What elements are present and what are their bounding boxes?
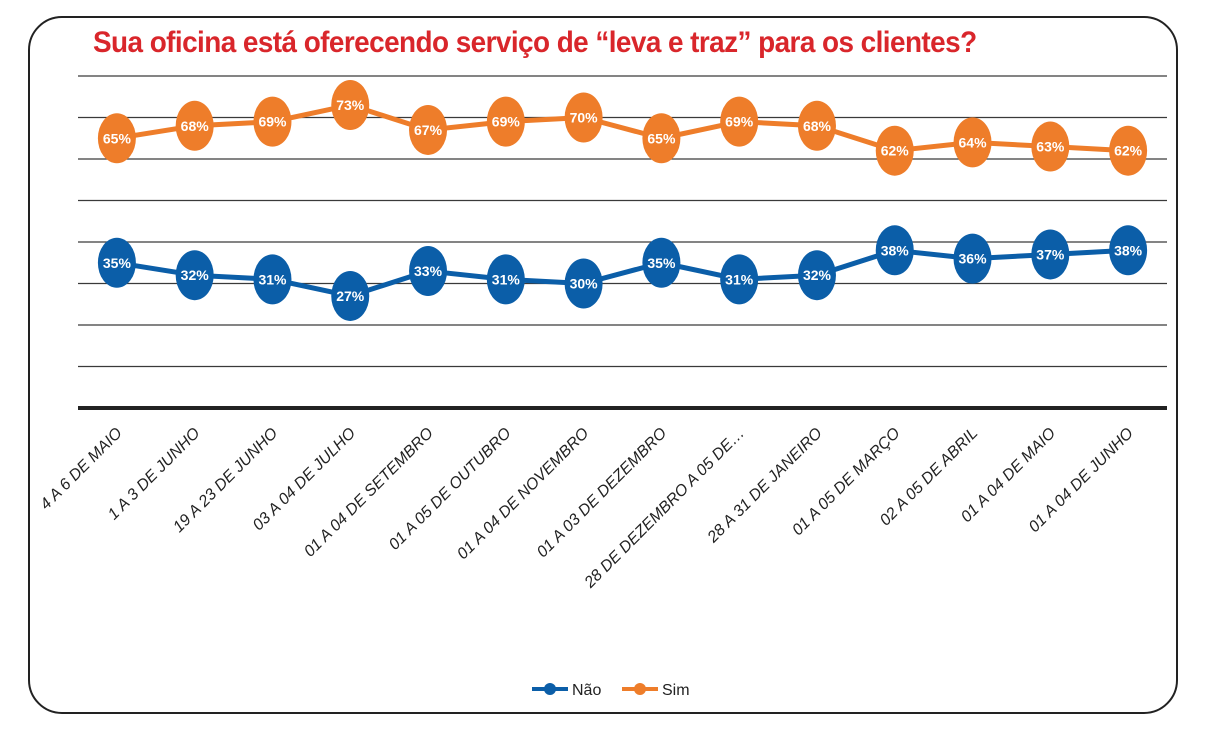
data-label: 69% — [258, 114, 287, 130]
data-label: 69% — [492, 114, 521, 130]
data-point — [720, 254, 759, 305]
data-label: 65% — [647, 130, 676, 146]
x-tick-label: 01 A 04 DE NOVEMBRO — [454, 425, 592, 563]
data-label: 30% — [570, 276, 599, 292]
data-point — [486, 96, 525, 147]
data-point — [953, 117, 992, 168]
data-point — [797, 250, 836, 301]
data-point — [642, 237, 681, 288]
data-point — [1031, 229, 1070, 280]
data-point — [953, 233, 992, 284]
data-label: 38% — [1114, 242, 1143, 258]
data-point — [875, 225, 914, 276]
data-label: 31% — [258, 271, 287, 287]
data-label: 36% — [959, 251, 988, 267]
data-point — [175, 100, 214, 151]
data-label: 65% — [103, 130, 132, 146]
data-label: 35% — [647, 255, 676, 271]
data-label: 35% — [103, 255, 132, 271]
x-tick-label: 4 A 6 DE MAIO — [37, 425, 126, 514]
data-label: 63% — [1036, 139, 1065, 155]
data-label: 32% — [803, 267, 832, 283]
data-label: 38% — [881, 242, 910, 258]
data-point — [175, 250, 214, 301]
data-point — [720, 96, 759, 147]
data-point — [409, 104, 448, 155]
legend-item: Sim — [622, 682, 690, 699]
legend-label: Sim — [662, 682, 690, 699]
data-label: 27% — [336, 288, 365, 304]
data-label: 64% — [959, 134, 988, 150]
data-point — [253, 96, 292, 147]
data-point — [97, 113, 136, 164]
data-point — [564, 92, 603, 143]
data-point — [331, 80, 370, 131]
legend-swatch-marker — [634, 683, 646, 695]
data-label: 37% — [1036, 246, 1065, 262]
x-tick-label: 01 A 04 DE SETEMBRO — [301, 425, 437, 561]
data-label: 68% — [181, 118, 210, 134]
data-point — [1109, 125, 1148, 176]
data-label: 73% — [336, 97, 365, 113]
legend-swatch-marker — [544, 683, 556, 695]
data-point — [486, 254, 525, 305]
data-label: 62% — [881, 143, 910, 159]
data-point — [253, 254, 292, 305]
x-tick-label: 28 DE DEZEMBRO A 05 DE… — [581, 425, 748, 592]
gridlines — [78, 75, 1167, 368]
data-label: 69% — [725, 114, 754, 130]
data-label: 33% — [414, 263, 443, 279]
legend-label: Não — [572, 682, 601, 699]
series-Sim: 65% 68% 69% 73% 67% 69% 70% 65% 69% 68% 62% 64% 63% 6… — [97, 80, 1148, 176]
data-label: 70% — [570, 110, 599, 126]
data-point — [1109, 225, 1148, 276]
data-point — [97, 237, 136, 288]
data-label: 32% — [181, 267, 210, 283]
data-point — [875, 125, 914, 176]
data-label: 31% — [492, 271, 521, 287]
data-point — [1031, 121, 1070, 172]
data-label: 31% — [725, 271, 754, 287]
series-Não: 35% 32% 31% 27% 33% 31% 30% 35% 31% 32% 38% 36% 37% 3… — [97, 225, 1148, 321]
data-point — [564, 258, 603, 309]
data-point — [797, 100, 836, 151]
data-point — [331, 270, 370, 321]
legend-item: Não — [532, 682, 601, 699]
series-group: 35% 32% 31% 27% 33% 31% 30% 35% 31% 32% 38% 36% 37% 3… — [97, 80, 1148, 321]
x-tick-label: 01 A 03 DE DEZEMBRO — [534, 425, 670, 561]
legend: Não Sim — [532, 682, 690, 699]
data-label: 67% — [414, 122, 443, 138]
data-label: 62% — [1114, 143, 1143, 159]
data-point — [409, 246, 448, 297]
data-point — [642, 113, 681, 164]
chart-title: Sua oficina está oferecendo serviço de “… — [93, 26, 977, 59]
data-label: 68% — [803, 118, 832, 134]
